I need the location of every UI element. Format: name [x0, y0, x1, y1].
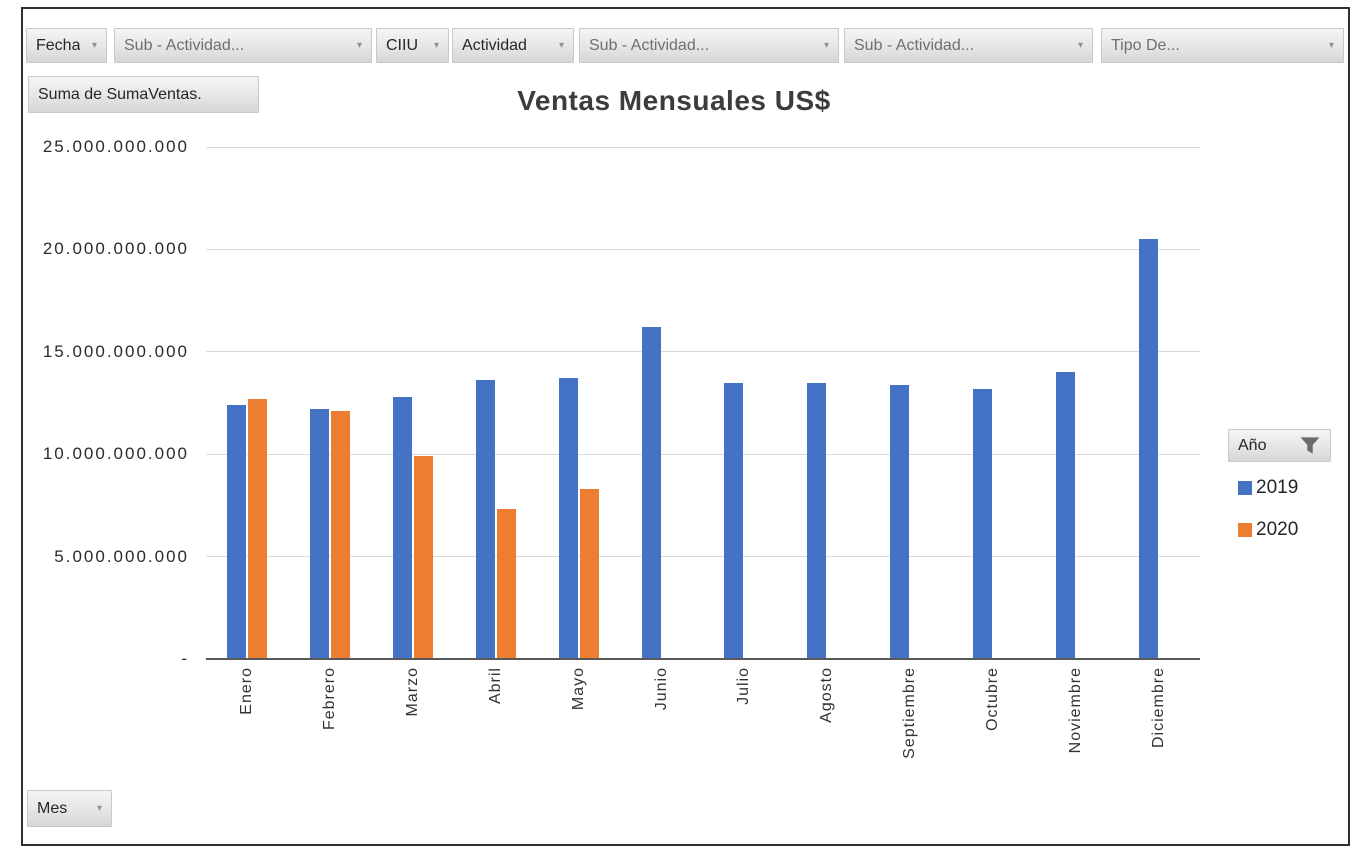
field-button-sub-actividad-2[interactable]: Sub - Actividad... ▾ — [579, 28, 839, 63]
legend-entry-2019: 2019 — [1238, 477, 1299, 498]
bar-2019-mayo — [558, 378, 578, 659]
gridline — [206, 146, 1200, 148]
legend-swatch-2020 — [1238, 523, 1252, 537]
value-field-button-suma-ventas[interactable]: Suma de SumaVentas. — [28, 76, 259, 113]
bar-2019-junio — [641, 327, 661, 659]
field-button-sub-actividad-3[interactable]: Sub - Actividad... ▾ — [844, 28, 1093, 63]
field-button-sub-actividad-1[interactable]: Sub - Actividad... ▾ — [114, 28, 372, 63]
field-button-fecha[interactable]: Fecha ▾ — [26, 28, 107, 63]
y-axis-tick-label: 10.000.000.000 — [42, 444, 189, 464]
filter-funnel-icon — [1300, 437, 1320, 454]
gridline — [206, 351, 1200, 353]
x-axis-label-febrero: Febrero — [321, 667, 339, 731]
bar-2019-julio — [724, 382, 744, 659]
y-axis-tick-label: 15.000.000.000 — [42, 341, 189, 361]
axis-field-button-mes[interactable]: Mes ▾ — [27, 790, 112, 827]
legend-entry-2020: 2020 — [1238, 519, 1299, 540]
x-axis-label-mayo: Mayo — [569, 667, 587, 711]
field-button-ciiu[interactable]: CIIU ▾ — [376, 28, 449, 63]
plot-area: 25.000.000.000 20.000.000.000 15.000.000.0… — [23, 9, 1348, 844]
bar-2019-marzo — [393, 396, 413, 659]
bar-2020-marzo — [414, 456, 434, 659]
field-button-actividad[interactable]: Actividad ▾ — [452, 28, 574, 63]
y-axis-tick-label: - — [181, 649, 189, 668]
bar-2019-febrero — [310, 409, 330, 659]
dropdown-arrow-icon[interactable]: ▾ — [1077, 40, 1083, 51]
dropdown-arrow-icon[interactable]: ▾ — [96, 803, 102, 814]
x-axis-label-noviembre: Noviembre — [1066, 667, 1084, 754]
bar-2019-abril — [475, 380, 495, 659]
bar-2020-abril — [496, 509, 516, 659]
bar-2019-octubre — [972, 388, 992, 659]
x-axis-label-abril: Abril — [486, 667, 504, 705]
x-axis-label-agosto: Agosto — [818, 667, 836, 723]
x-axis-label-octubre: Octubre — [983, 667, 1001, 731]
x-axis-line — [206, 658, 1200, 660]
axis-field-label: Mes — [37, 799, 68, 817]
y-axis-tick-label: 20.000.000.000 — [42, 239, 189, 259]
x-axis-label-junio: Junio — [652, 667, 670, 711]
dropdown-arrow-icon[interactable]: ▾ — [558, 40, 564, 51]
legend-swatch-2019 — [1238, 481, 1252, 495]
legend-label: 2019 — [1256, 477, 1299, 498]
bar-2020-enero — [248, 398, 268, 659]
chart-title: Ventas Mensuales US$ — [517, 85, 831, 116]
dropdown-arrow-icon[interactable]: ▾ — [1328, 40, 1334, 51]
dropdown-arrow-icon[interactable]: ▾ — [356, 40, 362, 51]
legend-label: 2020 — [1256, 519, 1299, 540]
bar-2019-septiembre — [890, 384, 910, 659]
x-axis-label-diciembre: Diciembre — [1149, 667, 1167, 749]
bar-2019-enero — [227, 405, 247, 659]
y-axis-tick-label: 5.000.000.000 — [54, 546, 189, 566]
x-axis-label-enero: Enero — [238, 667, 256, 715]
y-axis-tick-label: 25.000.000.000 — [42, 137, 189, 156]
legend-field-button-ano[interactable]: Año — [1228, 429, 1331, 462]
gridline — [206, 556, 1200, 558]
x-axis-label-marzo: Marzo — [404, 667, 422, 717]
legend-field-label: Año — [1238, 436, 1267, 454]
dropdown-arrow-icon[interactable]: ▾ — [823, 40, 829, 51]
pivot-chart-frame: Fecha ▾ Sub - Actividad... ▾ CIIU ▾ Acti… — [21, 7, 1350, 846]
bar-2019-noviembre — [1055, 372, 1075, 659]
gridline — [206, 453, 1200, 455]
field-button-tipo-de[interactable]: Tipo De... ▾ — [1101, 28, 1344, 63]
x-axis-label-julio: Julio — [735, 667, 753, 705]
dropdown-arrow-icon[interactable]: ▾ — [91, 40, 97, 51]
bar-2020-febrero — [331, 411, 351, 659]
gridline — [206, 248, 1200, 250]
dropdown-arrow-icon[interactable]: ▾ — [433, 40, 439, 51]
bar-2020-mayo — [579, 489, 599, 659]
bar-2019-agosto — [807, 382, 827, 659]
bar-2019-diciembre — [1138, 239, 1158, 659]
x-axis-label-septiembre: Septiembre — [901, 667, 919, 759]
